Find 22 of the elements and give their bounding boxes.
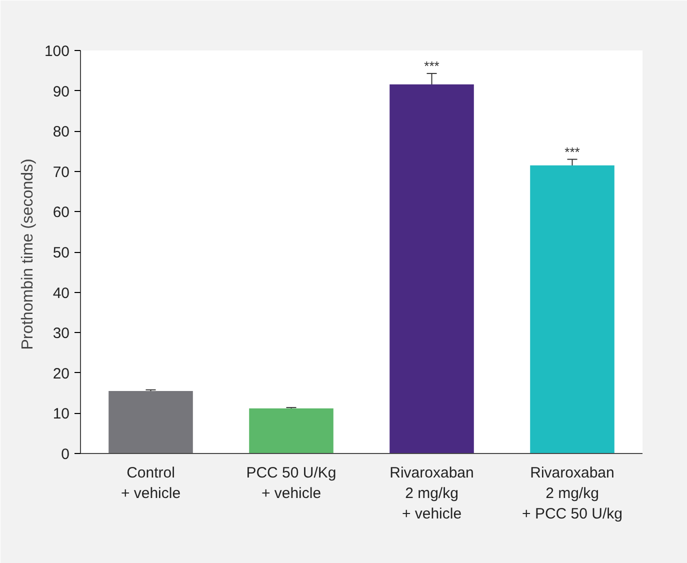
x-tick-label: Rivaroxaban 2 mg/kg + PCC 50 U/kg xyxy=(522,464,622,522)
y-tick-label: 50 xyxy=(52,244,70,262)
bar xyxy=(390,84,474,454)
y-tick-label: 60 xyxy=(52,204,70,222)
y-tick-label: 40 xyxy=(52,284,70,302)
x-tick-label: PCC 50 U/Kg + vehicle xyxy=(246,464,336,502)
y-tick-label: 30 xyxy=(52,325,70,342)
y-tick-label: 70 xyxy=(52,164,70,181)
x-tick-label: Rivaroxaban 2 mg/kg + vehicle xyxy=(390,464,474,522)
y-tick-label: 10 xyxy=(52,406,70,423)
y-tick-label: 90 xyxy=(52,83,70,100)
bar xyxy=(249,408,334,454)
y-tick-label: 80 xyxy=(52,124,70,141)
y-tick-label: 20 xyxy=(52,365,70,382)
y-tick-label: 0 xyxy=(61,446,70,463)
y-tick-label: 100 xyxy=(44,43,70,60)
annotation: *** xyxy=(564,144,580,160)
x-tick-label: Control + vehicle xyxy=(120,464,181,502)
y-axis-title: Prothombin time (seconds) xyxy=(19,158,36,350)
annotation: *** xyxy=(424,58,440,74)
bar xyxy=(530,165,614,454)
bar xyxy=(108,391,193,454)
